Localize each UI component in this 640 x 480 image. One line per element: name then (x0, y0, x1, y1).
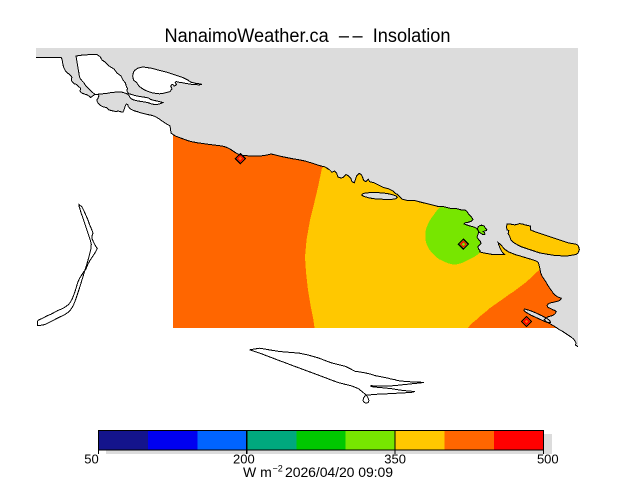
svg-text:50: 50 (84, 452, 98, 467)
svg-text:200: 200 (233, 452, 255, 467)
svg-text:NanaimoWeather.ca – – Insola: NanaimoWeather.ca – – Insolation (165, 26, 451, 47)
svg-text:2026/04/20 09:09: 2026/04/20 09:09 (285, 464, 393, 480)
svg-text:350: 350 (384, 452, 406, 467)
svg-text:−2: −2 (273, 463, 283, 473)
svg-text:500: 500 (537, 452, 559, 467)
svg-text:W m: W m (243, 464, 272, 480)
